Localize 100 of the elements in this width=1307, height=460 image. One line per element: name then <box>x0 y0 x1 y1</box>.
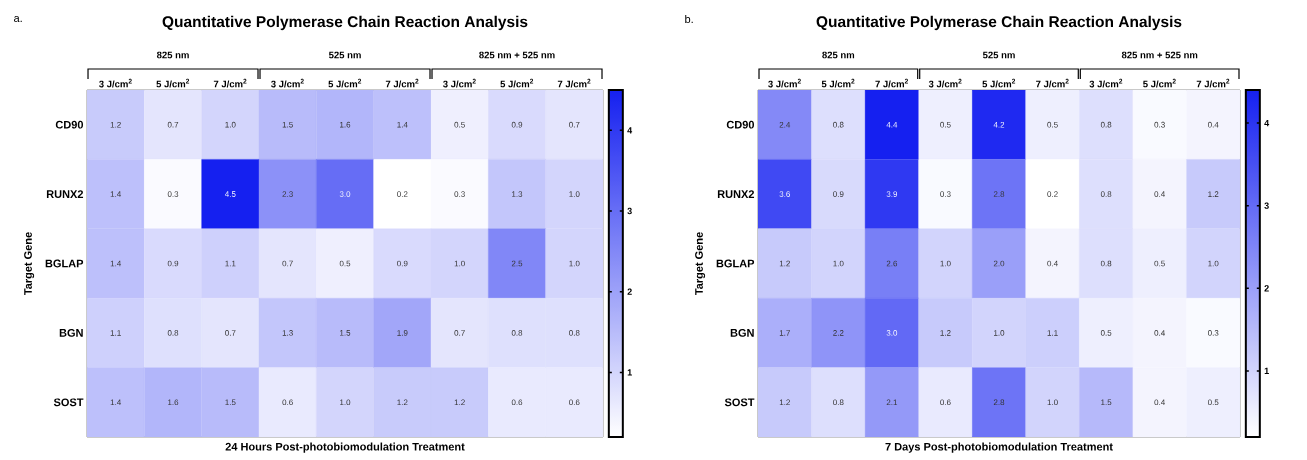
data-label: 0.7 <box>225 330 236 336</box>
data-label: 3.9 <box>886 191 898 197</box>
x-tick-label: 5 J/cm$^{2}$ <box>1143 78 1176 88</box>
text: 525 nm <box>328 51 361 59</box>
data-label: 1.0 <box>833 260 844 267</box>
data-label: 1.0 <box>1047 399 1058 406</box>
data-label: 4.5 <box>224 191 236 197</box>
color-bar-label: 3 <box>627 207 632 215</box>
y-tick-label: BGN <box>730 329 754 337</box>
x-tick-label: 7 J/cm$^{2}$ <box>1036 78 1069 88</box>
data-label: 1.3 <box>282 330 293 336</box>
x-tick-label: 3 J/cm$^{2}$ <box>768 78 801 88</box>
x-tick-label: 5 J/cm$^{2}$ <box>982 78 1016 88</box>
data-label: 2.0 <box>993 260 1005 267</box>
text: 525 nm <box>982 51 1015 59</box>
text: b. <box>685 14 693 24</box>
x-tick-label: 5 J/cm$^{2}$ <box>500 78 534 88</box>
data-label: 1.0 <box>569 260 580 267</box>
data-label: 1.0 <box>994 330 1005 336</box>
x-tick-label: 7 J/cm$^{2}$ <box>557 78 591 88</box>
data-label: 3.0 <box>886 330 898 336</box>
data-label: 0.7 <box>282 260 293 267</box>
data-label: 2.1 <box>886 399 898 406</box>
data-label: 0.5 <box>1207 399 1219 406</box>
data-label: 1.2 <box>940 330 951 336</box>
data-label: 0.9 <box>833 191 844 197</box>
data-label: 0.9 <box>397 260 408 267</box>
data-label: 1.2 <box>1208 191 1219 197</box>
data-label: 0.4 <box>1154 330 1165 336</box>
data-label: 3.0 <box>339 191 351 197</box>
data-label: 0.5 <box>339 260 351 267</box>
data-label: 0.8 <box>1100 260 1112 267</box>
x-tick-label: 7 J/cm$^{2}$ <box>875 78 909 88</box>
text: 825 nm <box>822 51 855 59</box>
color-bar-label: 1 <box>627 369 632 376</box>
data-label: 1.5 <box>1101 399 1112 406</box>
data-label: 0.5 <box>1100 330 1112 336</box>
text: 825 nm <box>156 51 189 59</box>
data-label: 0.9 <box>167 260 179 267</box>
y-tick-label: RUNX2 <box>717 190 755 198</box>
data-label: 0.3 <box>940 191 951 197</box>
color-bar-label: 3 <box>1264 202 1269 209</box>
data-label: 0.3 <box>1154 121 1165 128</box>
data-label: 1.1 <box>225 260 236 267</box>
color-bar-label: 4 <box>627 127 633 134</box>
data-label: 0.8 <box>1100 191 1112 197</box>
data-label: 1.0 <box>340 399 351 406</box>
y-tick-label: CD90 <box>55 120 84 129</box>
chart-title: Quantitative Polymerase Chain Reaction Analysis <box>816 15 1182 31</box>
x-axis-title: 7 Days Post-photobiomodulation Treatment <box>885 442 1113 453</box>
data-label: 2.3 <box>282 191 293 197</box>
data-label: 0.8 <box>1100 121 1112 128</box>
data-label: 0.5 <box>454 121 465 128</box>
y-tick-label: RUNX2 <box>46 190 84 198</box>
data-label: 1.9 <box>397 330 408 336</box>
data-label: 0.9 <box>511 121 523 128</box>
data-label: 0.3 <box>454 191 465 197</box>
y-tick-label: BGLAP <box>45 259 84 268</box>
data-label: 1.0 <box>225 121 236 128</box>
chart-title: Quantitative Polymerase Chain Reaction Analysis <box>162 15 528 31</box>
x-tick-label: 3 J/cm$^{2}$ <box>99 78 132 88</box>
data-label: 0.7 <box>454 330 465 336</box>
data-label: 0.4 <box>1047 260 1058 267</box>
data-label: 0.6 <box>569 399 580 406</box>
data-label: 0.8 <box>511 330 523 336</box>
data-label: 0.4 <box>1154 399 1165 406</box>
data-label: 1.2 <box>454 399 465 406</box>
x-tick-label: 3 J/cm$^{2}$ <box>271 78 304 88</box>
y-tick-label: BGLAP <box>716 259 755 268</box>
x-tick-label: 7 J/cm$^{2}$ <box>1196 78 1230 88</box>
y-tick-label: SOST <box>53 398 84 407</box>
data-label: 0.4 <box>1207 121 1219 128</box>
data-label: 0.7 <box>167 121 179 128</box>
data-label: 1.4 <box>110 260 122 267</box>
data-label: 2.8 <box>993 399 1005 406</box>
data-label: 1.1 <box>110 330 121 336</box>
data-label: 4.2 <box>993 121 1005 128</box>
color-bar-label: 2 <box>627 288 632 295</box>
x-tick-label: 7 J/cm$^{2}$ <box>213 78 247 88</box>
data-label: 1.1 <box>1047 330 1058 336</box>
data-label: 0.3 <box>1207 330 1219 336</box>
color-bar-label: 4 <box>1264 119 1270 127</box>
data-label: 0.2 <box>1047 191 1058 197</box>
data-label: 0.8 <box>569 330 580 336</box>
y-tick-label: BGN <box>59 329 83 337</box>
data-label: 0.3 <box>167 191 179 197</box>
text: a. <box>14 15 22 23</box>
x-tick-label: 5 J/cm$^{2}$ <box>156 78 190 88</box>
data-label: 1.0 <box>454 260 465 267</box>
data-label: 1.2 <box>397 399 408 406</box>
data-label: 2.5 <box>511 260 523 267</box>
text: 825 nm + 525 nm <box>479 51 555 59</box>
x-tick-label: 3 J/cm$^{2}$ <box>443 78 476 88</box>
data-label: 0.2 <box>397 191 408 197</box>
y-axis-title: Target Gene <box>24 232 35 296</box>
data-label: 0.5 <box>1154 260 1165 267</box>
data-label: 1.5 <box>225 399 236 406</box>
x-axis-title: 24 Hours Post-photobiomodulation Treatment <box>225 442 465 453</box>
data-label: 0.8 <box>167 330 179 336</box>
text: 825 nm + 525 nm <box>1121 51 1198 59</box>
